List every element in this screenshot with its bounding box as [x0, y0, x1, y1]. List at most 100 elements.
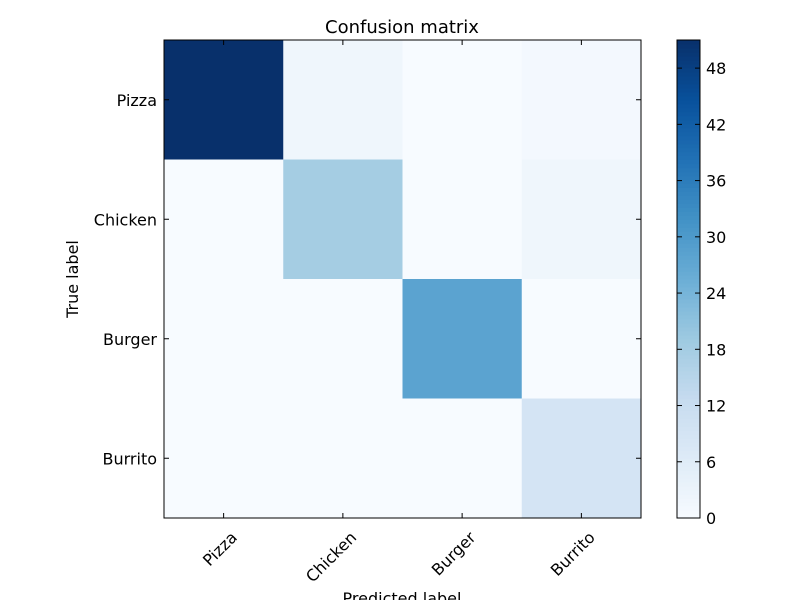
- colorbar-stripe: [677, 434, 700, 439]
- colorbar-stripe: [677, 135, 700, 141]
- heatmap-cell: [402, 398, 523, 519]
- colorbar-stripe: [677, 75, 700, 81]
- colorbar-stripe: [677, 462, 700, 467]
- colorbar-stripe: [677, 422, 700, 427]
- x-tick-label: Burger: [428, 528, 480, 580]
- heatmap-cell: [402, 159, 523, 280]
- colorbar-stripe: [677, 187, 700, 192]
- colorbar-stripe: [677, 51, 700, 57]
- colorbar-tick-label: 0: [706, 509, 716, 528]
- colorbar-stripe: [677, 302, 700, 308]
- x-axis-label: Predicted label: [343, 589, 462, 600]
- heatmap-cell: [521, 40, 642, 160]
- colorbar-ticks: 0 6 12 18 24 30 36 42 48: [677, 59, 726, 528]
- colorbar-stripe: [677, 374, 700, 380]
- colorbar-stripe: [677, 155, 700, 161]
- colorbar-stripe: [677, 342, 700, 348]
- colorbar-stripe: [677, 510, 700, 515]
- colorbar-stripe: [677, 63, 700, 69]
- colorbar-stripe: [677, 450, 700, 455]
- colorbar-stripe: [677, 215, 700, 220]
- colorbar-stripe: [677, 203, 700, 208]
- colorbar-stripe: [677, 506, 700, 511]
- colorbar-stripe: [677, 406, 700, 412]
- colorbar-stripe: [677, 430, 700, 435]
- heatmap-cell: [164, 40, 284, 160]
- colorbar-stripe: [677, 71, 700, 77]
- colorbar-stripe: [677, 346, 700, 352]
- y-tick-label: Burrito: [103, 449, 158, 468]
- colorbar-stripe: [677, 227, 700, 232]
- colorbar-stripe: [677, 159, 700, 165]
- heatmap-cell: [521, 159, 642, 280]
- colorbar-tick-label: 24: [706, 284, 726, 303]
- colorbar-stripe: [677, 199, 700, 204]
- colorbar-stripe: [677, 179, 700, 184]
- colorbar-tick-label: 36: [706, 172, 726, 191]
- colorbar-stripe: [677, 330, 700, 336]
- colorbar-stripe: [677, 402, 700, 408]
- colorbar-stripe: [677, 486, 700, 491]
- colorbar-stripe: [677, 466, 700, 471]
- colorbar-gradient: [677, 40, 700, 519]
- colorbar-stripe: [677, 139, 700, 145]
- colorbar-stripe: [677, 358, 700, 364]
- colorbar-stripe: [677, 239, 700, 244]
- colorbar-stripe: [677, 418, 700, 423]
- colorbar-stripe: [677, 438, 700, 443]
- colorbar-stripe: [677, 231, 700, 236]
- colorbar-stripe: [677, 99, 700, 105]
- colorbar-stripe: [677, 514, 700, 519]
- colorbar-stripe: [677, 279, 700, 284]
- colorbar-stripe: [677, 494, 700, 499]
- heatmap-cell: [164, 398, 284, 519]
- colorbar-tick-label: 18: [706, 340, 726, 359]
- colorbar-stripe: [677, 410, 700, 416]
- plot-frame: [163, 39, 642, 519]
- colorbar-stripe: [677, 171, 700, 177]
- heatmap-cells: [164, 40, 642, 519]
- x-tick-label: Chicken: [302, 528, 360, 586]
- colorbar-stripe: [677, 127, 700, 133]
- colorbar-stripe: [677, 119, 700, 125]
- colorbar-stripe: [677, 394, 700, 400]
- colorbar-stripe: [677, 470, 700, 475]
- colorbar-stripe: [677, 490, 700, 495]
- colorbar-stripe: [677, 478, 700, 483]
- colorbar-stripe: [677, 175, 700, 181]
- colorbar-stripe: [677, 195, 700, 200]
- heatmap-cell: [164, 159, 284, 280]
- colorbar-stripe: [677, 338, 700, 344]
- colorbar-stripe: [677, 275, 700, 280]
- y-axis-label: True label: [63, 240, 82, 319]
- colorbar-tick-label: 6: [706, 453, 716, 472]
- colorbar-stripe: [677, 318, 700, 324]
- colorbar-stripe: [677, 306, 700, 312]
- y-tick-label: Pizza: [117, 91, 157, 110]
- chart-title: Confusion matrix: [325, 17, 479, 38]
- colorbar-stripe: [677, 223, 700, 228]
- colorbar-stripe: [677, 59, 700, 65]
- colorbar-stripe: [677, 131, 700, 137]
- colorbar-stripe: [677, 294, 700, 300]
- colorbar-stripe: [677, 502, 700, 507]
- colorbar-stripe: [677, 426, 700, 431]
- colorbar-stripe: [677, 326, 700, 332]
- colorbar-stripe: [677, 386, 700, 392]
- colorbar-stripe: [677, 247, 700, 252]
- colorbar-stripe: [677, 271, 700, 276]
- colorbar-stripe: [677, 322, 700, 328]
- colorbar-stripe: [677, 366, 700, 372]
- colorbar-stripe: [677, 191, 700, 196]
- colorbar-stripe: [677, 235, 700, 240]
- y-tick-label: Burger: [103, 330, 157, 349]
- colorbar-stripe: [677, 255, 700, 260]
- colorbar-stripe: [677, 95, 700, 101]
- colorbar-stripe: [677, 498, 700, 503]
- colorbar-stripe: [677, 111, 700, 117]
- colorbar-stripe: [677, 362, 700, 368]
- colorbar-stripe: [677, 219, 700, 224]
- colorbar-stripe: [677, 147, 700, 153]
- colorbar-stripe: [677, 267, 700, 272]
- x-tick-label: Pizza: [199, 528, 241, 570]
